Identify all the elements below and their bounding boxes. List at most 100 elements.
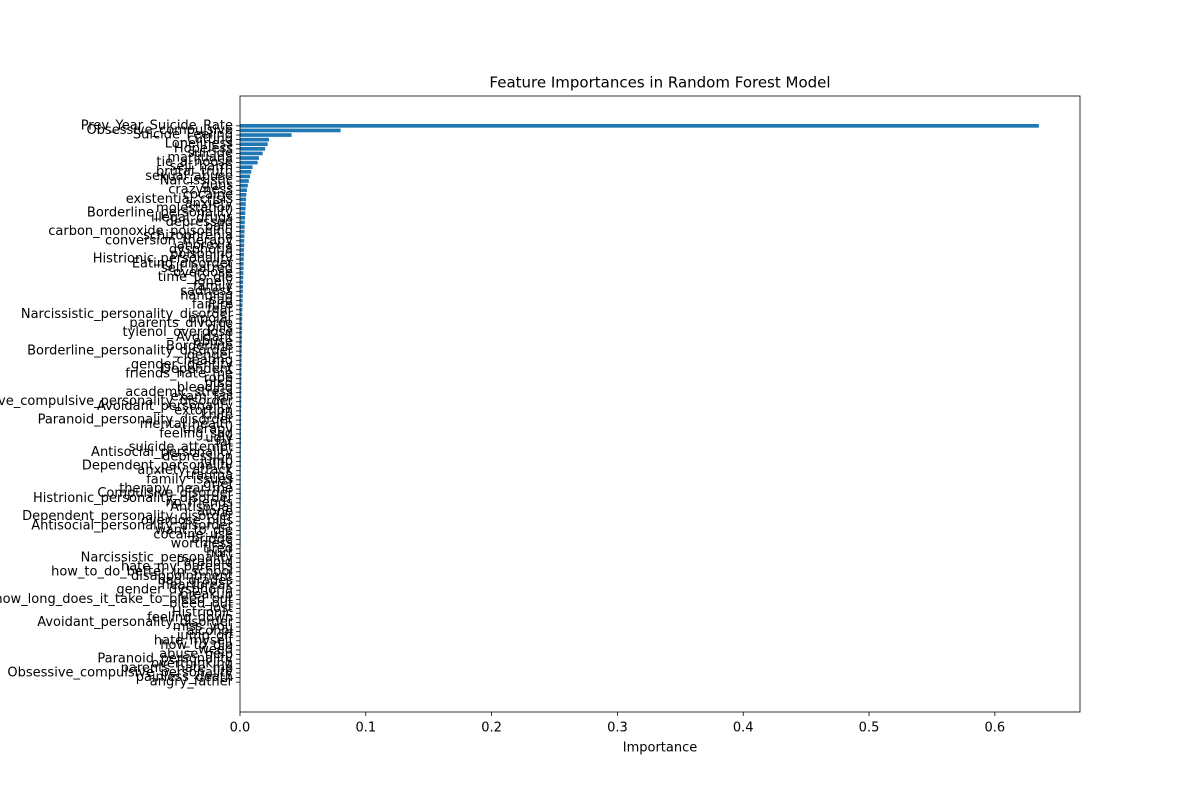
y-tick-label: hate_myself bbox=[154, 633, 234, 648]
x-tick-label: 0.2 bbox=[481, 721, 502, 736]
bar bbox=[240, 234, 245, 239]
x-tick-label: 0.3 bbox=[607, 721, 628, 736]
y-tick-label: jump_off bbox=[176, 629, 234, 644]
y-tick-label: Histrionic_personality bbox=[93, 252, 234, 267]
bar bbox=[240, 183, 248, 188]
bar bbox=[240, 211, 246, 216]
y-tick-label: Suicide_Feeling bbox=[133, 128, 233, 143]
y-tick-label: Dependent_personality bbox=[82, 459, 233, 474]
y-tick-label: Antisocial_personality bbox=[91, 445, 233, 460]
bar bbox=[240, 404, 242, 409]
bar bbox=[240, 151, 263, 156]
plot-frame bbox=[239, 95, 1081, 713]
y-tick-label: dysphoria bbox=[169, 242, 233, 257]
y-tick-label: Loneliness bbox=[165, 137, 233, 152]
y-tick-label: bipolar bbox=[188, 311, 234, 326]
y-tick-label: Narcissistic_personality_disorder bbox=[21, 307, 234, 322]
bar bbox=[240, 399, 242, 404]
bar bbox=[240, 128, 341, 133]
x-tick-label: 0.4 bbox=[733, 721, 754, 736]
y-tick-label: time_to_die bbox=[158, 270, 233, 285]
y-tick-label: Paranoid bbox=[176, 555, 233, 570]
bar bbox=[240, 215, 246, 220]
bar bbox=[240, 312, 243, 317]
bar bbox=[240, 455, 241, 459]
y-tick-label: breakup bbox=[180, 587, 233, 602]
y-tick-label: ugly bbox=[205, 431, 233, 446]
y-tick-label: existential_crisis bbox=[126, 192, 233, 207]
y-tick-label: sadness bbox=[180, 284, 233, 299]
bar bbox=[240, 464, 241, 468]
y-tick-label: extortion bbox=[174, 403, 233, 418]
y-tick-label: mental_health bbox=[140, 417, 233, 432]
y-tick-label: self_harm bbox=[170, 160, 233, 175]
bar bbox=[240, 409, 242, 413]
x-axis-label: Importance bbox=[623, 741, 698, 756]
y-tick-label: Narcissistic bbox=[160, 174, 233, 189]
bar bbox=[240, 179, 249, 183]
y-tick-label: gender_dysphoria bbox=[116, 583, 233, 598]
bar bbox=[240, 335, 243, 340]
y-tick-label: tylenol_overdose bbox=[123, 325, 233, 340]
y-tick-label: no_friends bbox=[166, 495, 234, 510]
y-tick-label: bad_grades bbox=[157, 574, 233, 589]
y-tick-label: overthinking bbox=[151, 656, 233, 671]
bar bbox=[240, 386, 242, 390]
y-tick-label: worthless bbox=[171, 537, 234, 552]
bar bbox=[240, 169, 252, 174]
bar bbox=[240, 160, 258, 165]
y-tick-label: therapy bbox=[182, 422, 233, 437]
y-tick-label: illegal_drugs bbox=[151, 210, 233, 225]
y-tick-label: disappointment bbox=[131, 569, 233, 584]
y-tick-label: Narcissistic_personality bbox=[81, 551, 234, 566]
y-tick-label: Avoidant bbox=[176, 330, 233, 345]
y-tick-label: anxiety_attack bbox=[137, 463, 233, 478]
y-tick-label: pain bbox=[205, 219, 233, 234]
y-tick-label: how_long_does_it_take_to_bleed_out bbox=[0, 592, 233, 607]
y-tick-label: Borderline bbox=[166, 339, 233, 354]
y-tick-label: suicide bbox=[187, 146, 233, 161]
y-tick-label: Paranoid_personality_disorder bbox=[38, 413, 234, 428]
y-tick-label: depressed bbox=[166, 215, 233, 230]
y-tick-label: depression bbox=[162, 449, 233, 464]
y-tick-label: grief bbox=[203, 477, 233, 492]
y-tick-label: crazyness bbox=[168, 183, 233, 198]
bar bbox=[240, 202, 246, 206]
bar bbox=[240, 321, 243, 326]
y-tick-label: brutal_truth bbox=[156, 164, 233, 179]
bar bbox=[240, 174, 251, 179]
bar bbox=[240, 441, 242, 445]
bar bbox=[240, 418, 242, 422]
y-tick-label: weed bbox=[198, 642, 233, 657]
y-tick-label: guns bbox=[201, 178, 233, 193]
bar bbox=[240, 271, 244, 275]
y-tick-label: anxiety bbox=[185, 197, 234, 212]
y-tick-label: parents_hate_me bbox=[121, 661, 233, 676]
x-tick-label: 0.6 bbox=[984, 721, 1005, 736]
y-tick-label: hurt bbox=[206, 546, 233, 561]
y-tick-label: friends_hate_me bbox=[125, 367, 233, 382]
y-tick-label: lonely bbox=[194, 275, 233, 290]
bar bbox=[240, 367, 242, 372]
bar bbox=[240, 349, 242, 353]
bar bbox=[240, 413, 242, 418]
y-tick-label: how_to_do_better_in_school bbox=[51, 564, 233, 579]
bar bbox=[240, 422, 242, 427]
y-tick-label: lost bbox=[210, 601, 233, 616]
y-tick-label: how_to_die bbox=[160, 638, 233, 653]
bar bbox=[240, 133, 292, 137]
bar bbox=[240, 225, 245, 229]
y-tick-label: parents_divorce bbox=[129, 316, 233, 331]
y-tick-label: miss_you bbox=[173, 619, 233, 634]
bar bbox=[240, 243, 245, 248]
y-tick-label: academic_stress bbox=[125, 385, 233, 400]
bar bbox=[240, 188, 247, 193]
y-tick-label: gender_identity bbox=[131, 357, 233, 372]
bar bbox=[240, 266, 244, 271]
bar bbox=[240, 340, 242, 344]
bar bbox=[240, 261, 244, 266]
x-tick-label: 0.0 bbox=[230, 721, 251, 736]
bar bbox=[240, 206, 246, 211]
y-tick-label: abuse_help bbox=[159, 647, 233, 662]
